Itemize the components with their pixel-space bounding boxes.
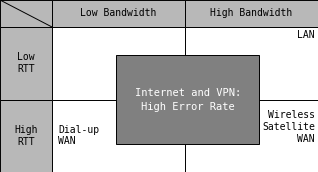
Text: High Bandwidth: High Bandwidth xyxy=(211,8,293,19)
Bar xyxy=(0,99,52,172)
Text: Wireless
Satellite
WAN: Wireless Satellite WAN xyxy=(262,110,315,144)
Bar xyxy=(185,99,318,172)
Text: Low
RTT: Low RTT xyxy=(17,52,35,74)
Bar xyxy=(185,27,318,99)
Bar xyxy=(0,27,52,99)
Text: Internet and VPN:
High Error Rate: Internet and VPN: High Error Rate xyxy=(135,88,241,111)
Text: LAN: LAN xyxy=(297,30,315,40)
Bar xyxy=(116,55,259,144)
Bar xyxy=(0,0,52,27)
Text: High
RTT: High RTT xyxy=(14,125,38,147)
Bar xyxy=(52,99,185,172)
Text: Dial-up
WAN: Dial-up WAN xyxy=(58,125,99,147)
Text: Low Bandwidth: Low Bandwidth xyxy=(80,8,157,19)
Bar xyxy=(52,27,185,99)
Bar xyxy=(52,0,185,27)
Bar xyxy=(185,0,318,27)
